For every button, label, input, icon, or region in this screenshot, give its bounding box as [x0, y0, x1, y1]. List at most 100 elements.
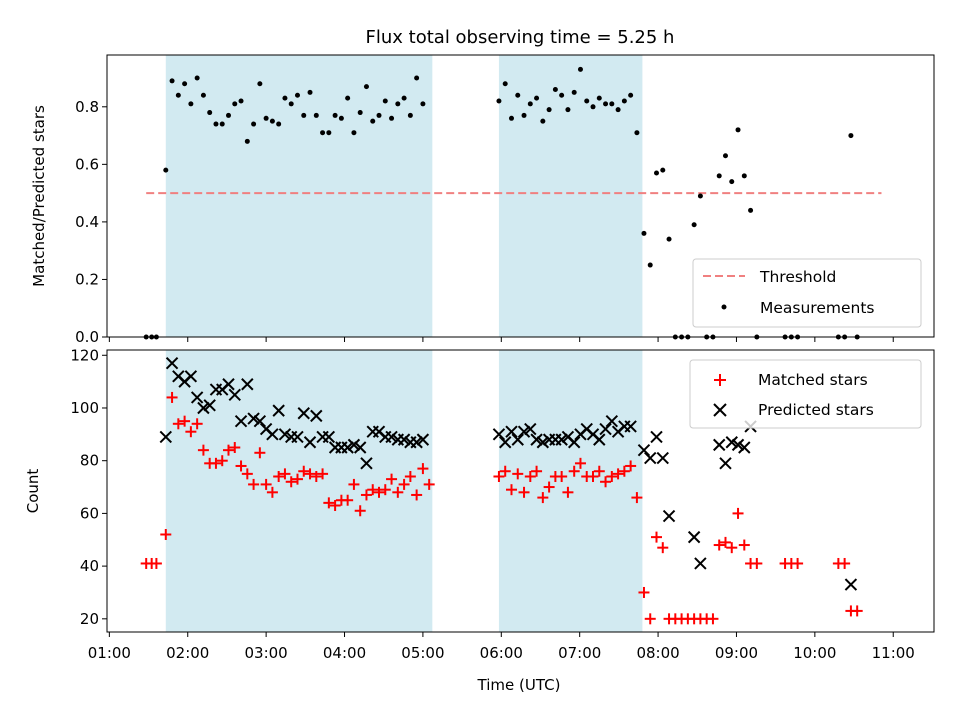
measurement-point: [244, 138, 250, 144]
predicted-star-point: [725, 436, 738, 449]
predicted-star-point: [517, 425, 531, 438]
measurement-point: [301, 112, 307, 118]
matched-star-point: [562, 486, 574, 498]
matched-star-point: [348, 478, 360, 490]
top-panel: 0.00.20.40.60.8 Matched/Predicted stars …: [30, 54, 935, 346]
measurement-point: [615, 107, 621, 113]
matched-star-point: [342, 494, 354, 506]
predicted-star-point: [687, 530, 701, 544]
top-ytick-label: 0.6: [75, 155, 99, 173]
measurement-point: [654, 170, 660, 176]
matched-star-point: [531, 465, 543, 477]
measurement-point: [621, 98, 627, 104]
measurement-point: [748, 207, 754, 213]
matched-star-point: [851, 605, 863, 617]
predicted-star-point: [234, 414, 248, 428]
matched-star-point: [166, 391, 178, 403]
predicted-star-point: [662, 509, 676, 523]
measurement-point: [628, 92, 634, 98]
matched-star-point: [317, 468, 329, 480]
matched-star-point: [398, 478, 410, 490]
bottom-axes-frame: [106, 349, 935, 633]
matched-star-point: [556, 471, 568, 483]
predicted-star-point: [530, 433, 543, 446]
predicted-star-point: [555, 433, 568, 446]
matched-star-point: [612, 468, 624, 480]
predicted-star-point: [360, 457, 373, 470]
matched-star-point: [266, 486, 278, 498]
measurement-point: [232, 101, 238, 107]
matched-star-point: [392, 486, 404, 498]
matched-star-point: [417, 463, 429, 475]
xtick-label: 03:00: [245, 644, 288, 662]
matched-star-point: [197, 444, 209, 456]
matched-star-point: [568, 465, 580, 477]
measurement-point: [163, 167, 169, 173]
legend-predicted-label: Predicted stars: [758, 401, 874, 419]
measurement-point: [534, 95, 540, 101]
xtick-label: 07:00: [558, 644, 601, 662]
predicted-star-point: [247, 412, 260, 425]
predicted-star-point: [738, 441, 751, 454]
legend-matched-swatch: [714, 374, 726, 386]
x-axis-label: Time (UTC): [477, 676, 561, 694]
predicted-star-point: [228, 388, 241, 402]
matched-star-point: [505, 484, 517, 496]
matched-star-point: [386, 473, 398, 485]
matched-star-point: [631, 492, 643, 504]
matched-star-point: [229, 442, 241, 454]
matched-star-point: [291, 473, 303, 485]
measurement-point: [722, 153, 728, 159]
measurement-point: [307, 89, 313, 95]
bottom-legend: Matched stars Predicted stars: [689, 359, 922, 429]
predicted-star-point: [253, 414, 267, 428]
matched-star-point: [304, 468, 316, 480]
matched-star-point: [593, 465, 605, 477]
bottom-ytick-label: 60: [80, 504, 99, 522]
predicted-star-point: [159, 430, 172, 444]
measurement-point: [326, 130, 332, 136]
predicted-star-point: [241, 378, 254, 391]
measurement-point: [257, 81, 263, 87]
top-ytick-label: 0.2: [75, 270, 99, 288]
measurement-point: [596, 95, 602, 101]
measurement-point: [647, 262, 653, 268]
measurement-point: [175, 92, 181, 98]
measurement-point: [848, 133, 854, 139]
matched-star-point: [273, 471, 285, 483]
predicted-star-point: [190, 391, 204, 404]
matched-star-point: [404, 471, 416, 483]
xtick-label: 02:00: [166, 644, 209, 662]
bottom-panel: 20 40 60 80 100 120 01:00 02:00 03:00 04:00 05:00…: [24, 346, 935, 694]
predicted-star-point: [499, 436, 512, 449]
measurement-point: [207, 110, 213, 116]
measurement-point: [521, 112, 527, 118]
measurement-point: [527, 101, 533, 107]
measurement-point: [276, 121, 282, 127]
matched-star-point: [298, 465, 310, 477]
top-ytick-label: 0.4: [75, 213, 99, 231]
measurement-point: [269, 118, 275, 124]
legend-predicted-swatch: [713, 403, 727, 417]
matched-star-point: [644, 613, 656, 625]
measurement-point: [320, 130, 326, 136]
bottom-ytick-label: 80: [80, 452, 99, 470]
top-ytick-label: 0.8: [75, 98, 99, 116]
matched-star-point: [738, 539, 750, 551]
predicted-star-point: [536, 436, 550, 449]
top-axes-frame: [106, 54, 935, 338]
measurement-point: [288, 101, 294, 107]
matched-star-point: [651, 531, 663, 543]
measurement-point: [577, 66, 583, 72]
measurement-point: [194, 75, 200, 81]
matched-star-point: [543, 481, 555, 493]
matched-star-point: [210, 457, 222, 469]
measurement-point: [389, 115, 395, 121]
measurement-point: [634, 130, 640, 136]
matched-star-point: [751, 557, 763, 569]
predicted-star-point: [347, 438, 361, 452]
matched-star-point: [600, 476, 612, 488]
predicted-star-point: [297, 407, 310, 420]
matched-star-point: [354, 505, 366, 517]
measurement-point: [590, 104, 596, 110]
